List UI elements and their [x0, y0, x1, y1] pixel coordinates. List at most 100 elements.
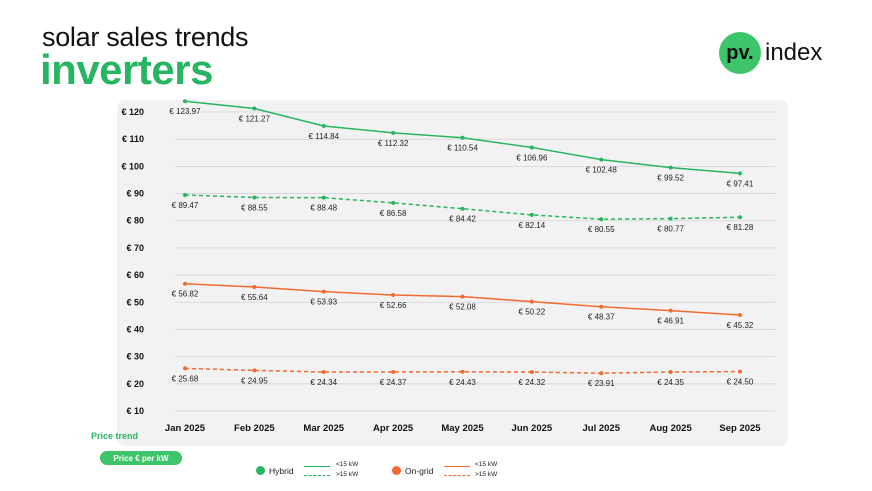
- data-label: € 24.34: [310, 378, 337, 387]
- data-label: € 24.35: [657, 378, 684, 387]
- x-tick-label: Aug 2025: [650, 423, 693, 434]
- x-tick-label: Jun 2025: [512, 423, 553, 434]
- data-label: € 114.84: [308, 132, 339, 141]
- data-label: € 56.82: [172, 290, 199, 299]
- legend-ongrid-dashed-line: [444, 475, 470, 476]
- data-point: [321, 289, 326, 294]
- data-label: € 80.77: [657, 225, 684, 234]
- data-label: € 46.91: [657, 317, 684, 326]
- y-tick-label: € 80: [126, 216, 144, 226]
- data-point: [321, 370, 326, 375]
- data-point: [529, 370, 534, 375]
- data-label: € 102.48: [586, 166, 618, 175]
- y-tick-label: € 50: [126, 297, 144, 307]
- y-tick-label: € 10: [126, 406, 144, 416]
- legend-ongrid-solid-label: <15 kW: [475, 461, 498, 468]
- data-label: € 23.91: [588, 379, 615, 388]
- data-label: € 24.43: [449, 378, 476, 387]
- data-point: [252, 195, 257, 200]
- data-point: [252, 368, 257, 373]
- data-label: € 106.96: [516, 153, 548, 162]
- legend-ongrid-label: On-grid: [405, 466, 434, 476]
- data-point: [738, 369, 742, 374]
- data-point: [183, 281, 187, 286]
- series-line-3: [184, 367, 741, 374]
- data-point: [529, 212, 534, 217]
- data-point: [460, 206, 465, 211]
- data-label: € 52.08: [449, 303, 476, 312]
- legend-hybrid-solid-line: [304, 466, 330, 467]
- data-label: € 121.27: [239, 115, 271, 124]
- unit-pill: Price € per kW: [100, 451, 182, 465]
- data-point: [183, 192, 187, 197]
- data-point: [460, 135, 465, 140]
- legend-hybrid-dot: [256, 466, 265, 475]
- data-point: [252, 284, 257, 289]
- data-label: € 45.32: [727, 321, 754, 330]
- x-tick-label: Apr 2025: [373, 423, 414, 434]
- data-label: € 81.28: [727, 223, 754, 232]
- legend-hybrid-label: Hybrid: [269, 466, 294, 476]
- legend-ongrid: On-grid <15 kW >15 kW: [392, 461, 522, 481]
- data-point: [599, 157, 604, 162]
- data-point: [391, 293, 396, 298]
- legend-ongrid-dashed-label: >15 kW: [475, 471, 498, 478]
- data-label: € 55.64: [241, 293, 268, 302]
- data-label: € 24.37: [380, 378, 407, 387]
- data-point: [668, 369, 673, 374]
- data-point: [738, 171, 742, 176]
- data-point: [460, 369, 465, 374]
- legend-ongrid-dot: [392, 466, 401, 475]
- data-label: € 24.32: [519, 378, 546, 387]
- data-point: [391, 369, 396, 374]
- legend-hybrid-dashed-line: [304, 475, 330, 476]
- legend-hybrid-dashed-label: >15 kW: [336, 471, 359, 478]
- data-point: [183, 366, 187, 371]
- data-label: € 53.93: [310, 298, 337, 307]
- price-trend-label: Price trend: [91, 431, 139, 441]
- x-tick-label: Feb 2025: [234, 423, 275, 434]
- logo-text: index: [765, 39, 823, 66]
- y-tick-label: € 110: [122, 134, 144, 144]
- y-tick-label: € 20: [126, 379, 144, 389]
- data-label: € 89.47: [172, 201, 199, 210]
- chart-panel: [117, 100, 788, 446]
- data-label: € 80.55: [588, 225, 615, 234]
- legend-ongrid-solid-line: [444, 466, 470, 467]
- chart-title-line1: solar sales trends: [42, 22, 249, 52]
- data-label: € 24.50: [727, 378, 754, 387]
- data-label: € 123.97: [169, 107, 201, 116]
- data-point: [529, 299, 534, 304]
- legend-hybrid-solid-label: <15 kW: [336, 461, 359, 468]
- y-tick-label: € 100: [121, 161, 144, 171]
- data-point: [460, 294, 465, 299]
- data-point: [391, 200, 396, 205]
- data-label: € 25.68: [172, 374, 199, 383]
- data-label: € 86.58: [380, 209, 407, 218]
- data-label: € 99.52: [657, 174, 684, 183]
- x-tick-label: Jul 2025: [583, 423, 621, 434]
- data-point: [668, 165, 673, 170]
- data-label: € 110.54: [447, 144, 478, 153]
- data-point: [599, 217, 604, 222]
- y-tick-label: € 40: [126, 324, 144, 334]
- data-point: [668, 216, 673, 221]
- data-label: € 50.22: [519, 308, 546, 317]
- data-label: € 88.55: [241, 203, 268, 212]
- data-label: € 48.37: [588, 313, 615, 322]
- x-tick-label: May 2025: [441, 423, 484, 434]
- y-tick-label: € 120: [121, 107, 144, 117]
- x-tick-label: Mar 2025: [303, 423, 344, 434]
- x-tick-label: Jan 2025: [165, 423, 206, 434]
- data-label: € 112.32: [378, 139, 409, 148]
- y-tick-label: € 90: [126, 189, 144, 199]
- pv-index-logo: pv. index: [719, 31, 822, 75]
- chart-title-line2: inverters: [40, 46, 213, 93]
- data-label: € 88.48: [310, 204, 337, 213]
- series-line-1: [184, 194, 741, 220]
- data-label: € 97.41: [727, 179, 754, 188]
- data-label: € 24.95: [241, 376, 268, 385]
- data-point: [391, 130, 396, 135]
- data-point: [738, 215, 742, 220]
